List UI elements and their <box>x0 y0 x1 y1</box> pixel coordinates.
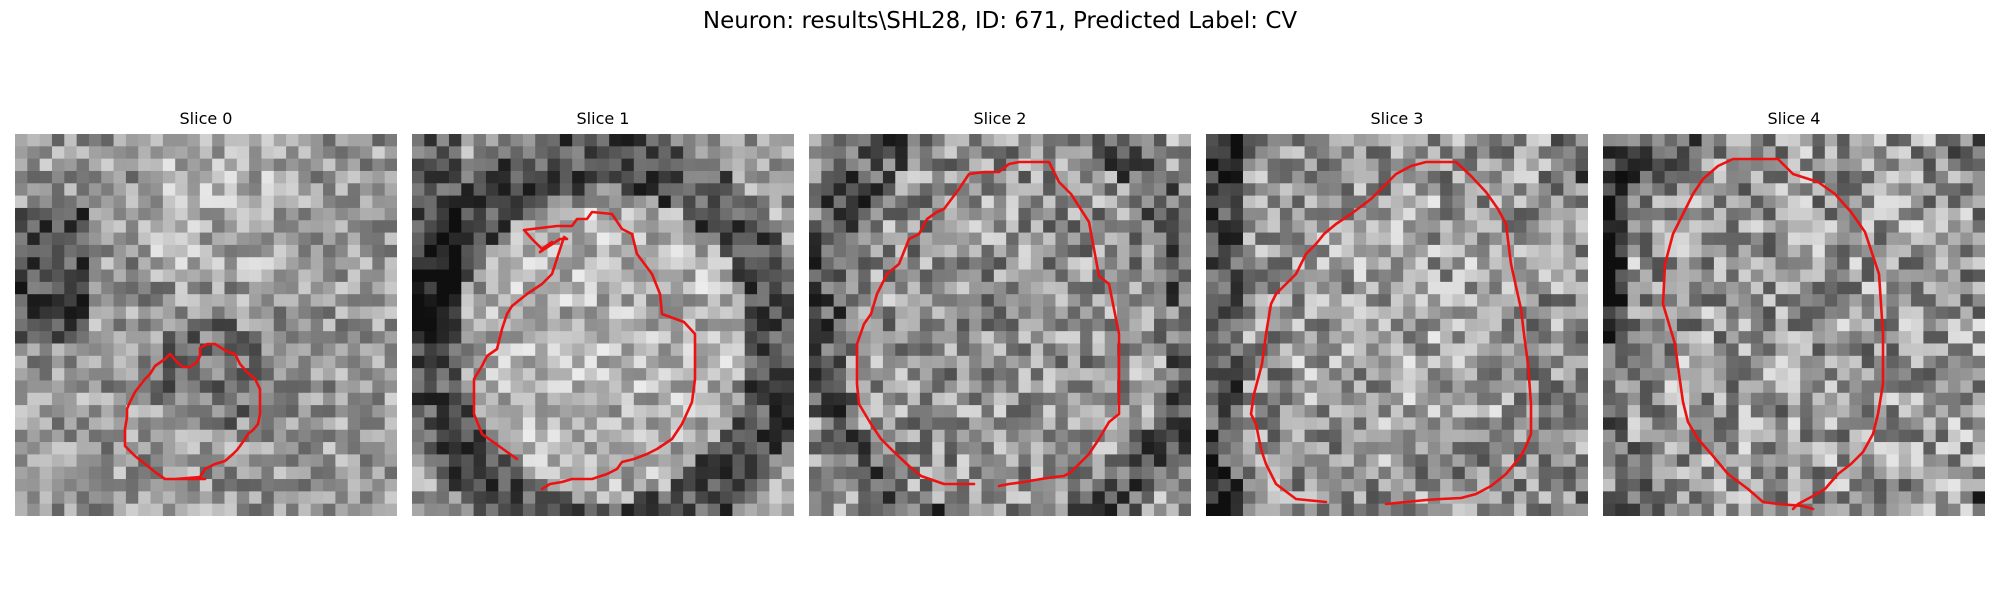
slice-image-4 <box>1603 134 1985 516</box>
segmentation-contour <box>1249 160 1533 506</box>
pixel-grid <box>15 134 397 516</box>
slice-title-1: Slice 1 <box>576 109 630 128</box>
slice-image-3 <box>1206 134 1588 516</box>
pixel-grid <box>412 134 794 516</box>
segmentation-contour <box>855 160 1121 488</box>
segmentation-contour <box>123 342 262 481</box>
slice-title-4: Slice 4 <box>1767 109 1821 128</box>
slice-panel-2: Slice 2 <box>809 108 1191 518</box>
slice-panel-0: Slice 0 <box>15 108 397 518</box>
slice-image-0 <box>15 134 397 516</box>
figure-title: Neuron: results\SHL28, ID: 671, Predicte… <box>702 8 1298 34</box>
pixel-grid <box>809 134 1191 516</box>
slice-title-3: Slice 3 <box>1370 109 1424 128</box>
slice-image-1 <box>412 134 794 516</box>
slice-panel-1: Slice 1 <box>412 108 794 518</box>
segmentation-contour <box>1661 157 1885 511</box>
slice-title-0: Slice 0 <box>179 109 233 128</box>
pixel-grid <box>1206 134 1588 516</box>
slice-title-2: Slice 2 <box>973 109 1027 128</box>
pixel-grid <box>1603 134 1985 516</box>
slice-panel-4: Slice 4 <box>1603 108 1985 518</box>
slice-panel-3: Slice 3 <box>1206 108 1588 518</box>
segmentation-contour <box>472 210 697 491</box>
slice-image-2 <box>809 134 1191 516</box>
